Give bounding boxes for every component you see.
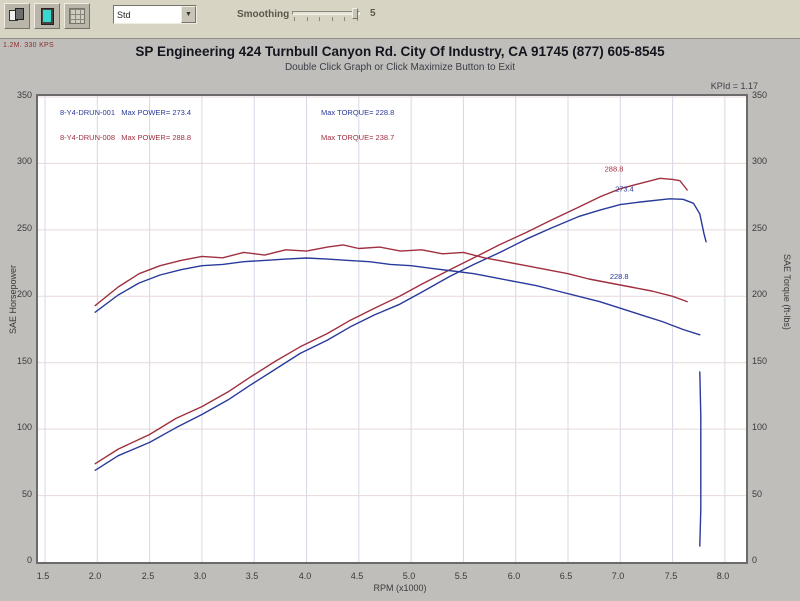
slider-groove (292, 11, 360, 15)
toolbar: Std ▼ Smoothing 5 (0, 0, 800, 38)
toolbar-button-screen[interactable] (34, 3, 60, 29)
screen-icon (40, 7, 54, 25)
y-tick-label: 0 (26, 555, 32, 565)
x-tick-label: 6.0 (507, 571, 521, 581)
x-tick-label: 5.0 (402, 571, 416, 581)
legend-torque-001: Max TORQUE= 228.8 (321, 108, 395, 117)
legend-torque-008: Max TORQUE= 238.7 (321, 133, 395, 142)
y-tick-label: 0 (752, 555, 758, 565)
chevron-down-icon[interactable]: ▼ (181, 6, 196, 23)
graph-subtitle: Double Click Graph or Click Maximize But… (284, 62, 516, 73)
y-tick-label: 100 (752, 422, 768, 432)
chart-legend: 8-Y4-DRUN-001 Max POWER= 273.4 Max TORQU… (38, 108, 746, 158)
x-tick-label: 8.0 (716, 571, 730, 581)
grid-icon (69, 8, 85, 24)
legend-row: 8-Y4-DRUN-001 Max POWER= 273.4 Max TORQU… (38, 108, 746, 133)
y-tick-label: 150 (16, 356, 32, 366)
y-tick-label: 150 (752, 356, 768, 366)
legend-row: 8-Y4-DRUN-008 Max POWER= 288.8 Max TORQU… (38, 133, 746, 158)
slider-thumb[interactable] (352, 8, 358, 19)
y-tick-label: 50 (752, 489, 763, 499)
y-tick-label: 50 (21, 489, 32, 499)
x-axis-label: RPM (x1000) (373, 583, 427, 593)
x-tick-label: 7.5 (664, 571, 678, 581)
y-tick-label: 350 (16, 90, 32, 100)
units-dropdown-value: Std (117, 10, 131, 20)
x-tick-label: 2.0 (88, 571, 102, 581)
y-tick-label: 300 (16, 156, 32, 166)
svg-text:273.4: 273.4 (615, 184, 634, 193)
y-tick-label: 350 (752, 90, 768, 100)
toolbar-button-grid[interactable] (64, 3, 90, 29)
svg-text:288.8: 288.8 (605, 164, 624, 173)
x-tick-label: 4.0 (298, 571, 312, 581)
x-tick-label: 3.0 (193, 571, 207, 581)
graph-mini-label: 1.2M. 330 KPS (3, 42, 54, 49)
units-dropdown[interactable]: Std ▼ (113, 5, 197, 24)
smoothing-label: Smoothing (237, 9, 290, 20)
x-tick-label: 7.0 (611, 571, 625, 581)
y-axis-label-right: SAE Torque (ft-lbs) (782, 254, 792, 330)
svg-text:228.8: 228.8 (610, 272, 629, 281)
y-tick-label: 300 (752, 156, 768, 166)
slider-ticks (294, 17, 358, 21)
smoothing-value: 5 (370, 8, 376, 19)
kpid-readout: KPId = 1.17 (710, 81, 758, 91)
x-tick-label: 4.5 (350, 571, 364, 581)
y-tick-label: 250 (16, 223, 32, 233)
x-tick-label: 3.5 (245, 571, 259, 581)
y-axis-label-left: SAE Horsepower (8, 264, 18, 334)
y-tick-label: 200 (752, 289, 768, 299)
legend-run-008: 8-Y4-DRUN-008 Max POWER= 288.8 (60, 133, 192, 142)
x-tick-label: 1.5 (36, 571, 50, 581)
plot-area[interactable]: 288.8 273.4 228.8 8-Y4-DRUN-001 Max POWER=… (36, 94, 748, 564)
x-tick-label: 2.5 (141, 571, 155, 581)
legend-run-001: 8-Y4-DRUN-001 Max POWER= 273.4 (60, 108, 192, 117)
graph-title: SP Engineering 424 Turnbull Canyon Rd. C… (135, 44, 665, 59)
x-tick-label: 6.5 (559, 571, 573, 581)
graph-window[interactable]: 1.2M. 330 KPS SP Engineering 424 Turnbul… (0, 38, 800, 601)
smoothing-slider[interactable] (292, 8, 360, 22)
toolbar-button-overlay[interactable] (4, 3, 30, 29)
overlay-windows-icon (9, 8, 25, 24)
y-tick-label: 200 (16, 289, 32, 299)
dyno-chart: 288.8 273.4 228.8 (38, 96, 746, 562)
x-tick-label: 5.5 (454, 571, 468, 581)
y-tick-label: 100 (16, 422, 32, 432)
y-tick-label: 250 (752, 223, 768, 233)
